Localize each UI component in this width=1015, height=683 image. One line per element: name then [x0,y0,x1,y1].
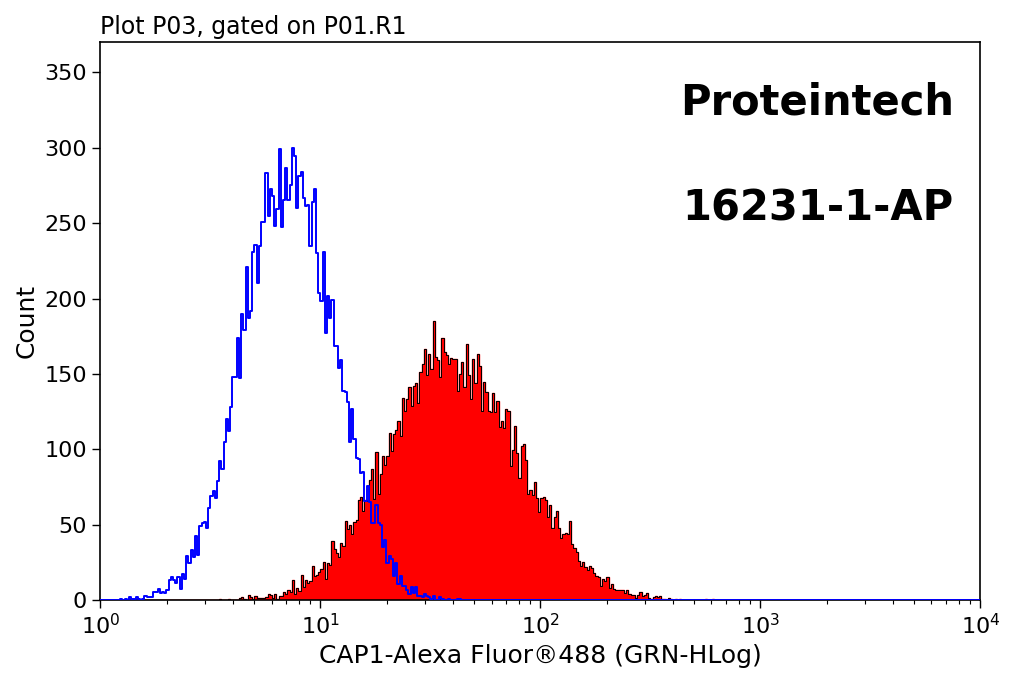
Y-axis label: Count: Count [15,284,39,359]
Polygon shape [100,321,980,600]
X-axis label: CAP1-Alexa Fluor®488 (GRN-HLog): CAP1-Alexa Fluor®488 (GRN-HLog) [319,644,761,668]
Text: 16231-1-AP: 16231-1-AP [683,187,954,229]
Text: Plot P03, gated on P01.R1: Plot P03, gated on P01.R1 [100,15,407,39]
Text: Proteintech: Proteintech [680,81,954,124]
